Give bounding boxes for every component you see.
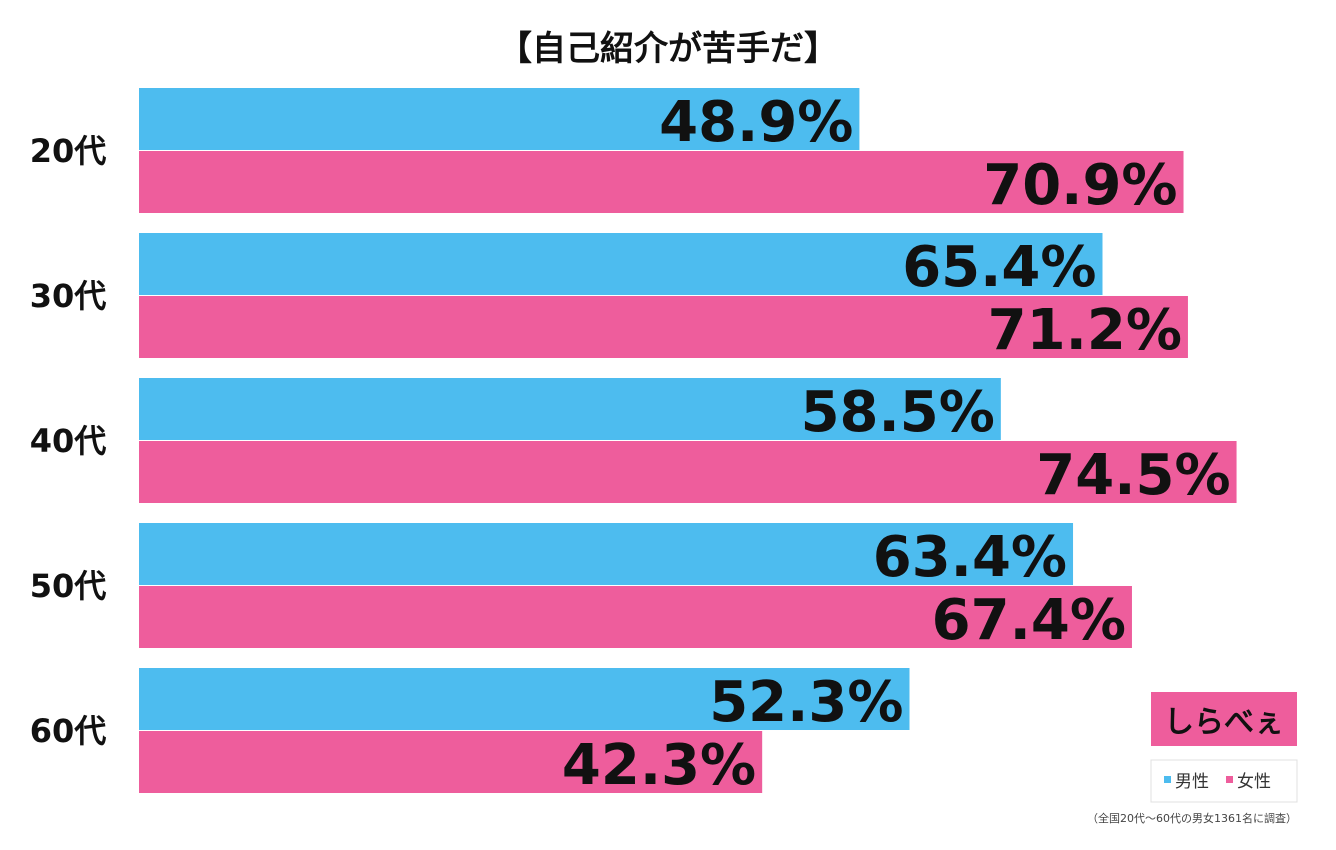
legend-swatch	[1226, 776, 1233, 783]
bar-male	[139, 668, 910, 730]
bar-value-label: 65.4%	[902, 235, 1096, 300]
bar-female	[139, 586, 1132, 648]
bar-value-label: 52.3%	[709, 670, 903, 735]
bar-value-label: 63.4%	[873, 525, 1067, 590]
bar-value-label: 71.2%	[988, 298, 1182, 363]
legend-label: 男性	[1175, 772, 1209, 792]
legend-swatch	[1164, 776, 1171, 783]
category-label: 60代	[30, 712, 107, 750]
chart-title: 【自己紹介が苦手だ】	[498, 29, 838, 69]
bar-male	[139, 523, 1074, 585]
category-label: 30代	[30, 277, 107, 315]
bar-female	[139, 731, 763, 793]
bar-male	[139, 378, 1001, 440]
bar-value-label: 48.9%	[659, 90, 853, 155]
legend-label: 女性	[1237, 772, 1271, 792]
bar-value-label: 70.9%	[983, 153, 1177, 218]
bar-value-label: 74.5%	[1036, 443, 1230, 508]
bar-female	[139, 296, 1188, 358]
bar-value-label: 58.5%	[801, 380, 995, 445]
logo-background	[1151, 692, 1297, 746]
bar-male	[139, 88, 860, 150]
logo: しらべぇ	[1151, 692, 1297, 746]
legend-items: 男性 女性	[1164, 772, 1271, 792]
logo-text: しらべぇ	[1164, 705, 1284, 740]
category-label: 50代	[30, 567, 107, 605]
bar-male	[139, 233, 1103, 295]
legend-box	[1150, 759, 1298, 803]
category-label: 20代	[30, 132, 107, 170]
chart-note: （全国20代〜60代の男女1361名に調査）	[1087, 811, 1297, 825]
bar-value-label: 67.4%	[932, 588, 1126, 653]
category-label: 40代	[30, 422, 107, 460]
bar-value-label: 42.3%	[562, 733, 756, 798]
bar-female	[139, 151, 1184, 213]
bar-female	[139, 441, 1237, 503]
bars-layer: 20代 48.9% 70.9% 30代 65.4%71.2% 40代 58.5% 74.5% 5…	[30, 88, 1237, 798]
legend: 男性 女性	[1150, 759, 1298, 803]
